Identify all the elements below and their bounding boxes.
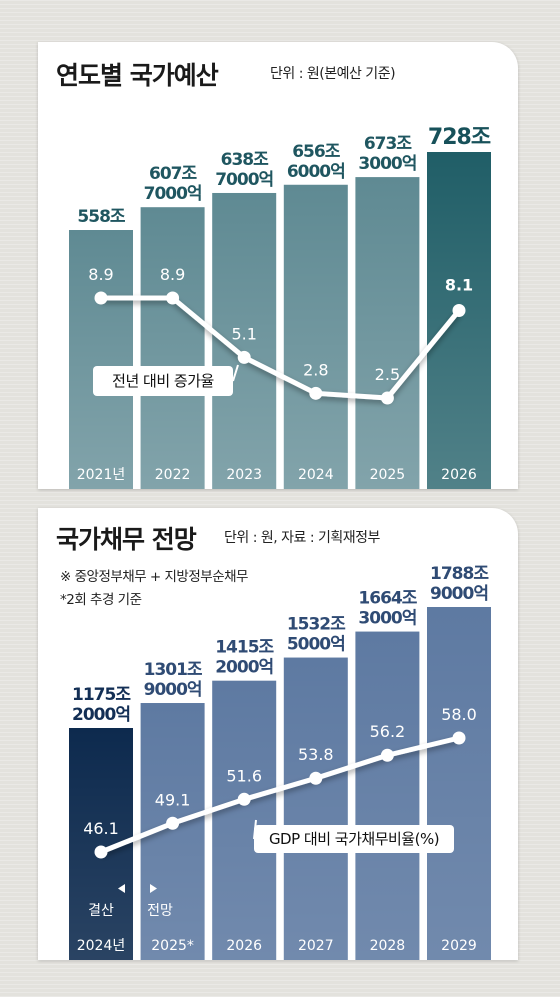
x-tick-label: 2022	[155, 467, 191, 483]
chart-note: *2회 추경 기준	[60, 592, 142, 608]
bar-shade	[427, 152, 491, 489]
bar-value-label: 728조	[428, 125, 491, 150]
bar-value-label: 6000억	[287, 162, 345, 182]
callout-leader	[232, 364, 239, 382]
line-value-label: 49.1	[155, 790, 191, 809]
bar-value-label: 1788조	[430, 564, 489, 584]
line-value-label: 46.1	[83, 819, 119, 838]
bar-value-label: 1301조	[144, 660, 203, 680]
bar-shade	[140, 207, 205, 489]
chart-note: ※ 중앙정부채무 + 지방정부순채무	[60, 569, 248, 585]
legend-label: 전년 대비 증가율	[112, 372, 214, 390]
chart-title: 연도별 국가예산	[56, 61, 219, 90]
bar-shade	[283, 657, 348, 960]
legend-box	[93, 366, 233, 396]
series-line	[101, 295, 461, 401]
bar-value-label: 656조	[292, 142, 340, 162]
legend-label: GDP 대비 국가채무비율(%)	[269, 830, 439, 848]
bar-value-label: 1532조	[287, 615, 346, 635]
line-point	[166, 816, 180, 830]
line-value-label: 2.8	[303, 360, 328, 379]
line-value-label: 5.1	[231, 324, 256, 343]
unit-note: 단위 : 원, 자료 : 기획재정부	[224, 530, 380, 546]
line-point	[380, 748, 394, 762]
bar-shade	[427, 607, 491, 960]
left-triangle-icon	[118, 884, 125, 893]
bar-value-label: 1415조	[215, 638, 274, 658]
chart-title: 국가채무 전망	[56, 525, 197, 554]
line-value-label: 8.9	[88, 265, 113, 284]
x-tick-label: 2024년	[77, 938, 126, 954]
legend-box	[254, 825, 454, 853]
line-value-label: 58.0	[441, 705, 477, 724]
x-tick-label: 2023	[226, 467, 262, 483]
bar-value-label: 9000억	[430, 584, 488, 604]
x-tick-label: 2021년	[77, 467, 126, 483]
line-value-label: 56.2	[370, 722, 406, 741]
x-tick-label: 2024	[298, 467, 334, 483]
bar-shade	[283, 184, 348, 489]
bar-shade	[69, 230, 133, 489]
bar-shade	[212, 680, 277, 960]
bar-value-label: 1175조	[72, 685, 131, 705]
line-point	[380, 391, 394, 405]
x-tick-label: 2026	[441, 467, 477, 483]
bar-value-label: 2000억	[72, 705, 130, 725]
line-point	[94, 845, 108, 859]
line-point	[166, 291, 180, 305]
x-tick-label: 2028	[370, 938, 406, 954]
line-point	[237, 792, 251, 806]
bar-value-label: 2000억	[215, 658, 273, 678]
line-value-label: 51.6	[226, 766, 262, 785]
bar-value-label: 638조	[221, 150, 269, 170]
line-point	[309, 386, 323, 400]
bar-value-label: 7000억	[144, 184, 202, 204]
unit-note: 단위 : 원(본예산 기준)	[270, 66, 396, 82]
bar-shade	[355, 177, 420, 489]
line-value-label: 53.8	[298, 745, 334, 764]
x-tick-label: 2026	[226, 938, 262, 954]
marker-label: 전망	[147, 903, 173, 919]
right-triangle-icon	[150, 884, 157, 893]
bar-value-label: 558조	[77, 207, 125, 227]
bar-value-label: 5000억	[287, 635, 345, 655]
marker-label: 결산	[88, 903, 114, 919]
bar-value-label: 7000억	[215, 170, 273, 190]
x-tick-label: 2027	[298, 938, 334, 954]
x-tick-label: 2025	[370, 467, 406, 483]
bar-value-label: 9000억	[144, 680, 202, 700]
line-point	[237, 350, 251, 364]
line-value-label: 2.5	[375, 365, 400, 384]
line-value-label: 8.9	[160, 265, 185, 284]
x-tick-label: 2029	[441, 938, 477, 954]
bar-value-label: 1664조	[358, 589, 417, 609]
bar-value-label: 3000억	[358, 154, 416, 174]
bar-value-label: 607조	[149, 164, 197, 184]
bar-shade	[355, 631, 420, 960]
bar-value-label: 673조	[364, 134, 412, 154]
line-point	[452, 731, 466, 745]
line-point	[452, 304, 466, 317]
x-tick-label: 2025*	[151, 938, 194, 954]
line-point	[94, 291, 108, 305]
line-value-label: 8.1	[445, 276, 473, 295]
series-line	[100, 735, 460, 855]
bar-value-label: 3000억	[358, 609, 416, 629]
line-point	[309, 771, 323, 785]
